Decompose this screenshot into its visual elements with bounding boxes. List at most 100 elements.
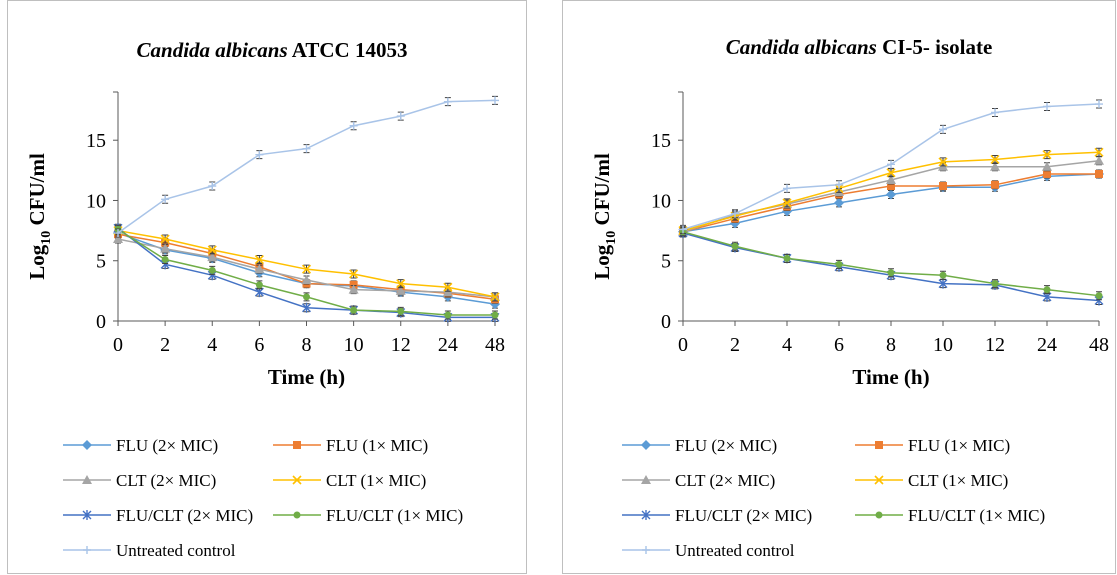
data-point	[161, 256, 169, 264]
legend-label: FLU (2× MIC)	[675, 436, 777, 455]
x-axis-title: Time (h)	[852, 365, 929, 389]
legend-label: CLT (1× MIC)	[326, 471, 426, 490]
chart-svg-atcc: Candida albicans ATCC 14053 Log10 CFU/ml 0…	[25, 38, 505, 560]
legend-label: CLT (2× MIC)	[675, 471, 775, 490]
data-point	[1094, 147, 1104, 157]
chart-title: Candida albicans ATCC 14053	[137, 38, 408, 62]
data-point	[114, 229, 122, 238]
x-tick-label: 2	[160, 334, 170, 356]
data-point	[886, 168, 896, 178]
data-point	[1043, 169, 1051, 178]
chart-panel-atcc: Candida albicans ATCC 14053 Log10 CFU/ml 0…	[7, 0, 527, 574]
chart-panel-ci5: Candida albicans CI-5- isolate Log10 CFU/…	[562, 0, 1116, 574]
data-point	[443, 97, 452, 106]
legend-marker	[293, 441, 301, 449]
x-tick-label: 6	[254, 334, 264, 356]
legend-item: CLT (1× MIC)	[855, 471, 1008, 490]
y-tick-label: 15	[651, 130, 671, 152]
series-3	[113, 226, 500, 302]
data-point	[938, 157, 948, 167]
data-point	[834, 197, 844, 208]
data-point	[348, 284, 359, 294]
data-point	[301, 275, 312, 285]
data-point	[491, 311, 499, 319]
y-axis-title: Log10 CFU/ml	[590, 153, 619, 280]
series-6	[679, 99, 1103, 234]
data-point	[255, 150, 264, 159]
data-point	[783, 254, 791, 262]
legend-marker	[82, 475, 92, 484]
data-point	[1094, 155, 1104, 165]
legend-item: FLU (1× MIC)	[855, 436, 1010, 455]
legend-marker	[641, 475, 651, 484]
x-tick-label: 2	[730, 334, 740, 356]
x-tick-label: 6	[834, 334, 844, 356]
y-tick-label: 0	[96, 311, 106, 333]
legend-item: Untreated control	[63, 541, 236, 560]
legend-marker	[82, 510, 92, 520]
data-point	[939, 182, 947, 191]
data-point	[835, 180, 843, 189]
data-point	[991, 108, 999, 117]
legend-marker	[642, 546, 650, 554]
x-axis-title: Time (h)	[268, 365, 345, 389]
legend-label: Untreated control	[116, 541, 236, 560]
legend-item: FLU/CLT (2× MIC)	[63, 506, 253, 525]
y-tick-label: 15	[86, 130, 106, 152]
x-tick-label: 24	[1037, 334, 1057, 356]
data-point	[444, 311, 452, 319]
data-point	[349, 269, 359, 279]
y-tick-label: 10	[651, 190, 671, 212]
legend-item: Untreated control	[622, 541, 795, 560]
x-tick-label: 10	[933, 334, 953, 356]
chart-svg-ci5: Candida albicans CI-5- isolate Log10 CFU/…	[590, 35, 1109, 560]
y-tick-label: 10	[86, 190, 106, 212]
legend-label: FLU (1× MIC)	[908, 436, 1010, 455]
legend-item: CLT (2× MIC)	[622, 471, 775, 490]
legend-marker	[83, 546, 91, 554]
series-6	[114, 95, 499, 238]
x-tick-label: 8	[302, 334, 312, 356]
data-point	[443, 282, 453, 292]
data-point	[396, 279, 406, 289]
data-point	[1095, 100, 1103, 109]
y-tick-label: 5	[96, 251, 106, 273]
y-tick-label: 0	[661, 311, 671, 333]
series-4	[678, 228, 1104, 306]
data-point	[938, 278, 948, 289]
data-point	[731, 209, 739, 218]
legend-marker	[875, 511, 883, 519]
data-point	[887, 160, 895, 169]
data-point	[731, 242, 739, 250]
x-tick-label: 12	[985, 334, 1005, 356]
legend-label: FLU/CLT (2× MIC)	[675, 506, 812, 525]
series-5	[114, 224, 499, 320]
data-point	[395, 285, 406, 295]
legend-item: FLU/CLT (1× MIC)	[855, 506, 1045, 525]
legend-item: FLU (2× MIC)	[622, 436, 777, 455]
data-point	[1043, 102, 1051, 111]
x-tick-label: 0	[113, 334, 123, 356]
legend-label: FLU (2× MIC)	[116, 436, 218, 455]
legend-item: CLT (2× MIC)	[63, 471, 216, 490]
data-point	[783, 184, 791, 193]
data-point	[302, 144, 311, 153]
data-point	[207, 245, 217, 255]
legend-label: FLU (1× MIC)	[326, 436, 428, 455]
legend-marker	[293, 511, 301, 519]
legend-label: CLT (2× MIC)	[116, 471, 216, 490]
x-tick-label: 0	[678, 334, 688, 356]
data-point	[491, 96, 499, 105]
x-tick-label: 8	[886, 334, 896, 356]
series-line	[682, 232, 1100, 302]
data-point	[160, 234, 170, 244]
data-point	[835, 260, 843, 268]
data-point	[1095, 169, 1103, 178]
legend-marker	[875, 441, 883, 449]
legend-label: CLT (1× MIC)	[908, 471, 1008, 490]
data-point	[887, 269, 895, 277]
data-point	[113, 234, 123, 244]
legend-item: FLU/CLT (1× MIC)	[273, 506, 463, 525]
data-point	[990, 154, 1000, 165]
x-tick-label: 24	[438, 334, 458, 356]
